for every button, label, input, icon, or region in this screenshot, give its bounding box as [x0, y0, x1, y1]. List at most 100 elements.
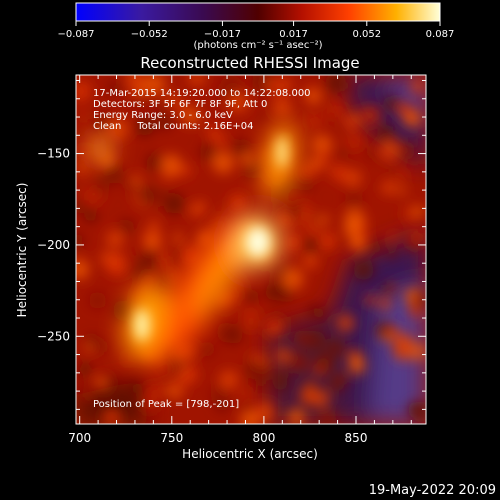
texture-blob: [278, 77, 292, 91]
colorbar-unit-label: (photons cm⁻² s⁻¹ asec⁻²): [193, 40, 322, 51]
texture-blob: [318, 232, 337, 251]
texture-blob: [293, 330, 310, 347]
plot-frame: [75, 74, 427, 425]
footer-date: 19-May-2022 20:09: [369, 483, 496, 498]
texture-blob: [146, 154, 163, 171]
texture-blob: [83, 390, 93, 400]
texture-blob: [76, 233, 85, 248]
texture-blob: [134, 95, 147, 108]
x-tick-label: 750: [160, 431, 183, 445]
texture-blob: [329, 376, 345, 392]
texture-blob: [330, 163, 348, 181]
texture-blob: [377, 124, 394, 141]
texture-blob: [167, 93, 178, 104]
texture-blob: [235, 277, 244, 286]
texture-blob: [135, 117, 155, 136]
texture-blob: [174, 100, 188, 114]
texture-blob: [160, 154, 182, 176]
texture-blob: [76, 258, 90, 280]
texture-blob: [83, 184, 103, 205]
texture-blob: [397, 186, 407, 196]
texture-blob: [277, 213, 292, 228]
colorbar-tick-label: 0.052: [352, 29, 381, 40]
texture-blob: [94, 116, 107, 129]
texture-blob: [272, 197, 287, 212]
texture-blob: [138, 186, 157, 205]
texture-blob: [129, 382, 143, 395]
texture-blob: [389, 232, 398, 242]
texture-blob: [273, 98, 292, 116]
x-tick-label: 700: [68, 431, 91, 445]
texture-blob: [344, 169, 362, 187]
texture-blob: [353, 136, 363, 146]
texture-blob: [288, 351, 310, 373]
texture-blob: [368, 241, 382, 254]
texture-blob: [406, 238, 420, 252]
texture-blob: [199, 142, 219, 161]
texture-blob: [106, 117, 129, 140]
texture-blob: [263, 77, 276, 91]
texture-blob: [302, 236, 320, 254]
texture-blob: [273, 377, 288, 391]
texture-blob: [76, 80, 92, 101]
texture-blob: [189, 204, 203, 217]
texture-blob: [383, 95, 399, 112]
texture-blob: [327, 101, 344, 118]
texture-blob: [240, 152, 254, 165]
texture-blob: [78, 362, 92, 377]
texture-blob: [259, 267, 269, 277]
texture-blob: [336, 314, 355, 332]
texture-blob: [302, 253, 318, 269]
texture-blob: [303, 88, 315, 99]
texture-blob: [212, 151, 235, 174]
texture-blob: [212, 133, 227, 148]
x-axis-label: Heliocentric X (arcsec): [182, 447, 318, 461]
texture-blob: [155, 112, 173, 131]
texture-blob: [265, 282, 284, 301]
texture-blob: [182, 107, 200, 126]
texture-blob: [344, 113, 361, 130]
texture-blob: [96, 376, 108, 388]
texture-blob: [398, 142, 415, 160]
texture-blob: [109, 82, 121, 94]
x-tick-label: 850: [345, 431, 368, 445]
texture-blob: [345, 190, 363, 208]
texture-blob: [86, 335, 98, 347]
texture-blob: [139, 249, 160, 271]
texture-blob: [408, 342, 426, 361]
texture-blob: [359, 104, 381, 126]
texture-blob: [105, 230, 125, 249]
texture-blob: [353, 259, 374, 281]
texture-blob: [227, 91, 249, 113]
texture-blob: [281, 268, 304, 290]
heatmap-image: [76, 75, 426, 424]
annotation-time-range: 17-Mar-2015 14:19:20.000 to 14:22:08.000: [93, 88, 311, 99]
y-axis-label: Heliocentric Y (arcsec): [15, 183, 29, 318]
texture-blob: [148, 219, 160, 231]
colorbar: [75, 2, 441, 22]
colorbar-tick-label: 0.017: [279, 29, 308, 40]
texture-blob: [306, 112, 323, 129]
colorbar-tick-label: −0.052: [131, 29, 168, 40]
texture-blob: [313, 366, 324, 376]
texture-blob: [366, 148, 378, 160]
texture-blob: [412, 205, 425, 218]
colorbar-tick-label: −0.017: [204, 29, 241, 40]
texture-blob: [343, 220, 360, 238]
texture-blob: [311, 389, 330, 409]
x-axis-ticks: 700 750 800 850: [68, 75, 412, 445]
texture-blob: [188, 75, 205, 87]
texture-blob: [220, 75, 242, 97]
peak-position-label: Position of Peak = [798,-201]: [93, 399, 239, 410]
texture-blob: [172, 379, 188, 395]
texture-blob: [242, 289, 259, 306]
texture-blob: [309, 157, 319, 167]
texture-blob: [406, 289, 416, 299]
texture-blob: [180, 164, 193, 177]
texture-blob: [348, 357, 366, 375]
annotation-detectors: Detectors: 3F 5F 6F 7F 8F 9F, Att 0: [93, 99, 267, 110]
y-axis-ticks: −150 −200 −250: [37, 79, 426, 410]
texture-blob: [154, 188, 169, 203]
texture-blob: [407, 401, 424, 419]
